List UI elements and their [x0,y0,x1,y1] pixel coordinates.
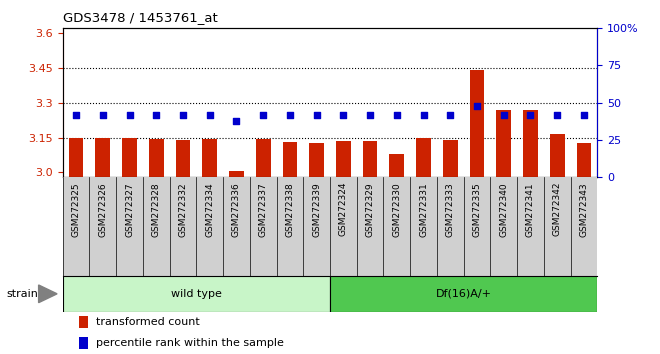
Bar [69,137,83,354]
Bar [256,139,271,354]
Point [445,112,455,118]
Bar [550,134,564,354]
Text: GSM272342: GSM272342 [552,182,562,236]
Text: GSM272326: GSM272326 [98,182,108,236]
Point [178,112,188,118]
Text: GSM272325: GSM272325 [71,182,81,236]
Text: GSM272334: GSM272334 [205,182,214,236]
Bar [203,139,217,354]
Bar [149,139,164,354]
Bar [79,316,88,328]
Point [365,112,376,118]
Text: GSM272327: GSM272327 [125,182,134,236]
Bar [443,139,457,354]
Text: GSM272328: GSM272328 [152,182,161,236]
Point [151,112,162,118]
Text: percentile rank within the sample: percentile rank within the sample [96,338,284,348]
Point [258,112,269,118]
Point [472,103,482,108]
Text: GSM272341: GSM272341 [526,182,535,236]
Bar [310,143,324,354]
Text: GSM272331: GSM272331 [419,182,428,237]
Point [98,112,108,118]
Polygon shape [38,285,57,303]
Text: wild type: wild type [171,289,222,299]
Bar [496,110,511,354]
Point [552,112,562,118]
Bar [79,337,88,349]
Point [338,112,348,118]
Text: GSM272333: GSM272333 [446,182,455,237]
Text: GDS3478 / 1453761_at: GDS3478 / 1453761_at [63,11,217,24]
Text: GSM272340: GSM272340 [499,182,508,236]
Bar [470,70,484,354]
Bar [389,154,404,354]
Text: GSM272332: GSM272332 [178,182,187,236]
Bar [63,276,330,312]
Text: GSM272336: GSM272336 [232,182,241,237]
Text: Df(16)A/+: Df(16)A/+ [436,289,492,299]
Bar [523,110,538,354]
Point [124,112,135,118]
Bar [416,138,431,354]
Point [525,112,536,118]
Bar [330,276,597,312]
Text: GSM272329: GSM272329 [366,182,375,236]
Text: GSM272324: GSM272324 [339,182,348,236]
Point [71,112,81,118]
Point [498,112,509,118]
Point [205,112,215,118]
Point [391,112,402,118]
Text: transformed count: transformed count [96,317,199,327]
Text: GSM272330: GSM272330 [392,182,401,237]
Point [418,112,429,118]
Text: GSM272343: GSM272343 [579,182,589,236]
Text: strain: strain [7,289,38,299]
Bar [176,139,190,354]
Bar [577,143,591,354]
Bar [336,141,350,354]
Point [231,118,242,123]
Bar [96,138,110,354]
Point [579,112,589,118]
Point [312,112,322,118]
Bar [229,171,244,354]
Point [284,112,295,118]
Bar [122,138,137,354]
Text: GSM272335: GSM272335 [473,182,482,237]
Text: GSM272339: GSM272339 [312,182,321,237]
Bar [363,141,378,354]
Bar [282,142,297,354]
Text: GSM272338: GSM272338 [285,182,294,237]
Text: GSM272337: GSM272337 [259,182,268,237]
